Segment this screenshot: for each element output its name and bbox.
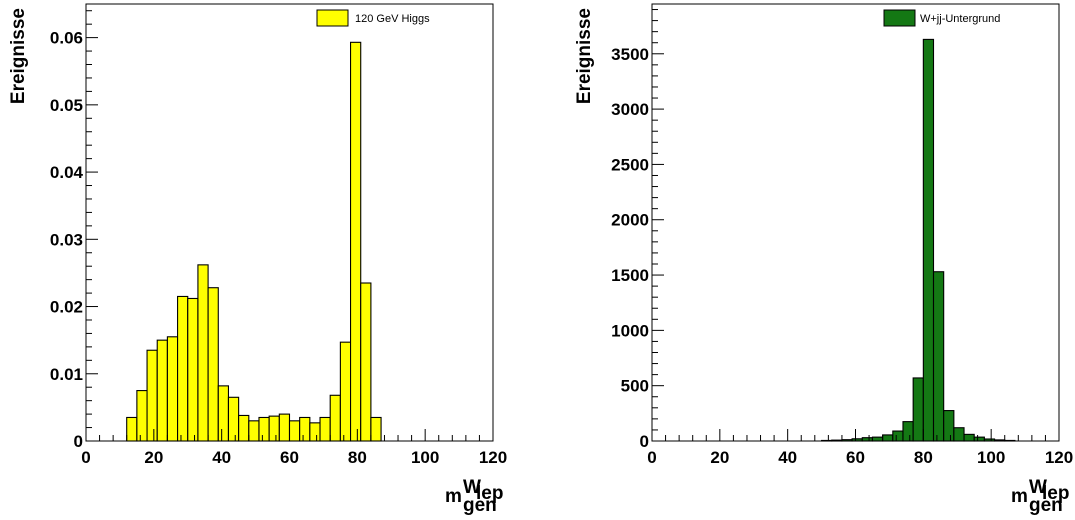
bar: [892, 430, 904, 442]
x-tick-label: 120: [1045, 448, 1073, 467]
x-tick-label: 0: [81, 448, 90, 467]
bar: [370, 416, 382, 442]
y-tick-label: 2500: [611, 155, 649, 174]
x-axis: 0 20 40 60 80 100 120: [81, 429, 507, 467]
bar: [973, 436, 985, 442]
y-tick-label: 0.05: [50, 96, 83, 115]
bar: [258, 416, 270, 442]
x-tick-label: 100: [411, 448, 439, 467]
histogram-bars: [126, 41, 382, 442]
bar: [943, 410, 955, 442]
y-tick-label: 1000: [611, 321, 649, 340]
x-tick-label: 20: [144, 448, 163, 467]
legend: W+jj-Untergrund: [883, 9, 1000, 27]
bar: [207, 287, 219, 442]
x-tick-label: 60: [280, 448, 299, 467]
x-axis-title-sup: W: [1029, 477, 1047, 498]
y-tick-label: 0.01: [50, 365, 83, 384]
bar: [882, 434, 894, 442]
bar: [902, 421, 914, 442]
legend-label: W+jj-Untergrund: [920, 13, 1000, 25]
x-tick-label: 60: [846, 448, 865, 467]
x-tick-label: 0: [647, 448, 656, 467]
legend-label: 120 GeV Higgs: [355, 13, 430, 25]
bar: [339, 341, 352, 442]
bar: [309, 422, 321, 442]
bar: [166, 336, 179, 442]
bar: [278, 413, 291, 442]
bar: [319, 416, 331, 442]
bar: [922, 38, 935, 442]
x-axis-title-sup: W: [463, 477, 481, 498]
bar: [953, 427, 965, 442]
y-tick-label: 1500: [611, 266, 649, 285]
bar: [963, 433, 975, 442]
bar: [932, 271, 945, 442]
x-tick-label: 40: [778, 448, 797, 467]
x-tick-label: 80: [348, 448, 367, 467]
legend-swatch: [883, 9, 916, 27]
y-tick-label: 500: [621, 377, 649, 396]
chart-panel-2: 0 20 40 60 80 100 120 0 500 1000 1500 2000 2500 3000 3…: [574, 3, 1073, 516]
bar: [238, 414, 250, 442]
bar: [126, 416, 138, 442]
legend-swatch: [316, 9, 349, 27]
bar: [299, 416, 311, 442]
bar: [177, 295, 189, 442]
bar: [136, 390, 148, 442]
y-axis: 0 0.01 0.02 0.03 0.04 0.05 0.06: [50, 10, 98, 451]
y-axis-title: Ereignisse: [8, 8, 29, 104]
x-tick-label: 20: [710, 448, 729, 467]
bar: [217, 385, 229, 442]
x-axis-title-sub: gen: [1029, 495, 1063, 516]
x-axis-title-sub: gen: [463, 495, 497, 516]
x-axis-title-main: m: [445, 486, 462, 507]
x-tick-label: 40: [212, 448, 231, 467]
y-tick-label: 3500: [611, 45, 649, 64]
y-tick-label: 0.03: [50, 230, 83, 249]
bar: [360, 282, 372, 442]
chart-panel-1: 0 20 40 60 80 100 120 0 0.01 0.02 0.03 0.04 0.05 0.06…: [8, 3, 507, 516]
bar: [227, 396, 240, 442]
histogram-bars: [821, 38, 1016, 442]
y-tick-label: 0: [640, 432, 649, 451]
x-tick-label: 80: [914, 448, 933, 467]
bar: [268, 415, 280, 442]
x-axis-title-supsub: lep: [476, 483, 503, 504]
y-tick-label: 0.04: [50, 163, 84, 182]
x-axis-title-main: m: [1011, 486, 1028, 507]
bar: [197, 264, 209, 442]
bar: [871, 436, 884, 442]
y-axis: 0 500 1000 1500 2000 2500 3000 3500: [611, 9, 664, 451]
bar: [288, 420, 301, 442]
x-tick-label: 100: [977, 448, 1005, 467]
y-tick-label: 3000: [611, 100, 649, 119]
bar: [329, 394, 341, 442]
y-axis-title: Ereignisse: [574, 8, 595, 104]
y-tick-label: 0: [74, 432, 83, 451]
y-tick-label: 2000: [611, 211, 649, 230]
y-tick-label: 0.02: [50, 298, 83, 317]
bar: [187, 297, 199, 442]
bar: [146, 349, 158, 442]
plot-frame: [651, 3, 1060, 442]
bar: [156, 339, 168, 442]
x-axis-title-supsub: lep: [1042, 483, 1069, 504]
y-tick-label: 0.06: [50, 29, 83, 48]
bar: [912, 377, 924, 442]
bar: [248, 420, 260, 442]
legend: 120 GeV Higgs: [316, 9, 430, 27]
bar: [349, 41, 362, 442]
x-tick-label: 120: [479, 448, 507, 467]
x-axis: 0 20 40 60 80 100 120: [647, 429, 1073, 467]
